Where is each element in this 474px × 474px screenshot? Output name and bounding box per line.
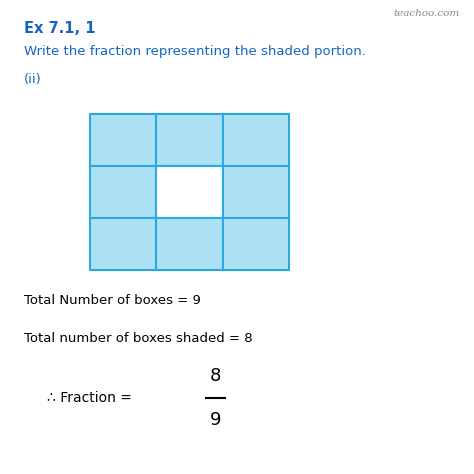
Bar: [90, 114, 156, 166]
Bar: [90, 218, 156, 270]
Text: Total number of boxes shaded = 8: Total number of boxes shaded = 8: [24, 332, 252, 345]
Bar: [223, 218, 289, 270]
Bar: [223, 166, 289, 218]
Text: Ex 7.1, 1: Ex 7.1, 1: [24, 21, 95, 36]
Text: teachoo.com: teachoo.com: [393, 9, 460, 18]
Text: Total Number of boxes = 9: Total Number of boxes = 9: [24, 294, 201, 307]
Text: Write the fraction representing the shaded portion.: Write the fraction representing the shad…: [24, 45, 365, 58]
Bar: [156, 218, 223, 270]
Text: ∴ Fraction =: ∴ Fraction =: [47, 391, 137, 405]
Text: 9: 9: [210, 411, 221, 429]
Bar: [223, 114, 289, 166]
Text: (ii): (ii): [24, 73, 41, 86]
Bar: [90, 166, 156, 218]
Bar: [156, 114, 223, 166]
Bar: [156, 166, 223, 218]
Text: 8: 8: [210, 367, 221, 385]
